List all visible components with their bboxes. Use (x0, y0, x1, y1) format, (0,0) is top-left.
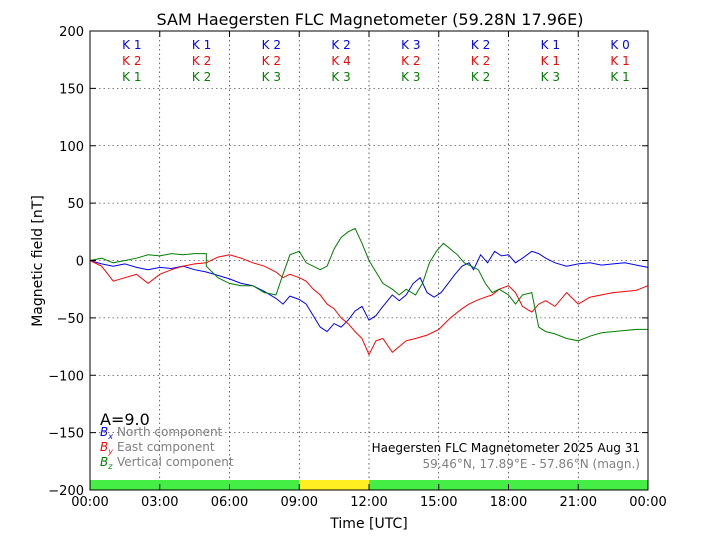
k-index-value: K 2 (401, 54, 420, 68)
legend-label-y: East component (117, 440, 215, 454)
x-tick-label: 06:00 (211, 495, 248, 510)
series-line-by (89, 254, 649, 356)
k-index-value: K 3 (401, 38, 420, 52)
activity-segment (299, 480, 369, 490)
k-index-value: K 2 (192, 54, 211, 68)
y-axis-label: Magnetic field [nT] (30, 195, 46, 327)
legend-label-z: Vertical component (117, 455, 234, 469)
series-line-bx (89, 250, 649, 333)
y-tick-label: 50 (67, 197, 84, 212)
y-tick-label: 100 (59, 140, 84, 155)
x-tick-label: 03:00 (141, 495, 178, 510)
k-index-value: K 2 (471, 54, 490, 68)
legend-symbol-z: Bz (100, 455, 113, 471)
k-index-value: K 2 (471, 38, 490, 52)
x-tick-label: 00:00 (71, 495, 108, 510)
k-index-value: K 1 (122, 70, 141, 84)
y-tick-label: −150 (48, 427, 84, 442)
k-index-value: K 2 (262, 38, 281, 52)
series-lines (89, 227, 649, 356)
activity-segment (90, 480, 300, 490)
k-index-value: K 2 (262, 54, 281, 68)
k-index-value: K 1 (541, 54, 560, 68)
k-index-value: K 1 (610, 54, 629, 68)
k-index-value: K 1 (122, 38, 141, 52)
k-index-value: K 2 (331, 38, 350, 52)
k-index-value: K 3 (262, 70, 281, 84)
series-line-bz (89, 227, 648, 342)
y-tick-label: −200 (48, 484, 84, 499)
x-axis-label: Time [UTC] (329, 516, 407, 532)
x-tick-label: 00:00 (629, 495, 666, 510)
k-index-value: K 0 (610, 38, 629, 52)
k-index-value: K 4 (331, 54, 350, 68)
x-axis-ticks: 00:00 03:00 06:00 09:00 12:00 15:00 18:00 21:00… (71, 31, 667, 510)
a-index-label: A=9.0 (100, 410, 150, 429)
legend-label-x: North component (117, 425, 223, 439)
k-index-value: K 3 (401, 70, 420, 84)
station-info-line2: 59.46°N, 17.89°E - 57.86°N (magn.) (423, 457, 640, 471)
k-index-value: K 2 (122, 54, 141, 68)
x-tick-label: 18:00 (490, 495, 527, 510)
k-index-value: K 1 (192, 38, 211, 52)
y-tick-label: −50 (57, 312, 84, 327)
y-tick-label: 200 (59, 25, 84, 40)
y-tick-label: 150 (59, 82, 84, 97)
y-tick-label: −100 (48, 369, 84, 384)
k-index-value: K 2 (192, 70, 211, 84)
x-tick-label: 15:00 (420, 495, 457, 510)
legend-symbol-y: By (100, 440, 113, 456)
x-tick-label: 12:00 (350, 495, 387, 510)
grid (90, 31, 648, 490)
k-index-table: K 1 K 1 K 2 K 2 K 3 K 2 K 1 K 0 K 2 K 2 K 2 K 4 K 2 K… (122, 38, 630, 84)
x-tick-label: 09:00 (281, 495, 318, 510)
k-index-value: K 2 (471, 70, 490, 84)
chart-title: SAM Haegersten FLC Magnetometer (59.28N … (157, 10, 584, 29)
y-axis-ticks: 200 150 100 50 0 −50 −100 −150 −200 (48, 25, 648, 499)
k-index-value: K 1 (610, 70, 629, 84)
x-tick-label: 21:00 (560, 495, 597, 510)
y-tick-label: 0 (76, 255, 84, 270)
k-index-value: K 1 (541, 38, 560, 52)
station-info-line1: Haegersten FLC Magnetometer 2025 Aug 31 (372, 441, 640, 455)
k-index-value: K 3 (541, 70, 560, 84)
k-index-value: K 3 (331, 70, 350, 84)
